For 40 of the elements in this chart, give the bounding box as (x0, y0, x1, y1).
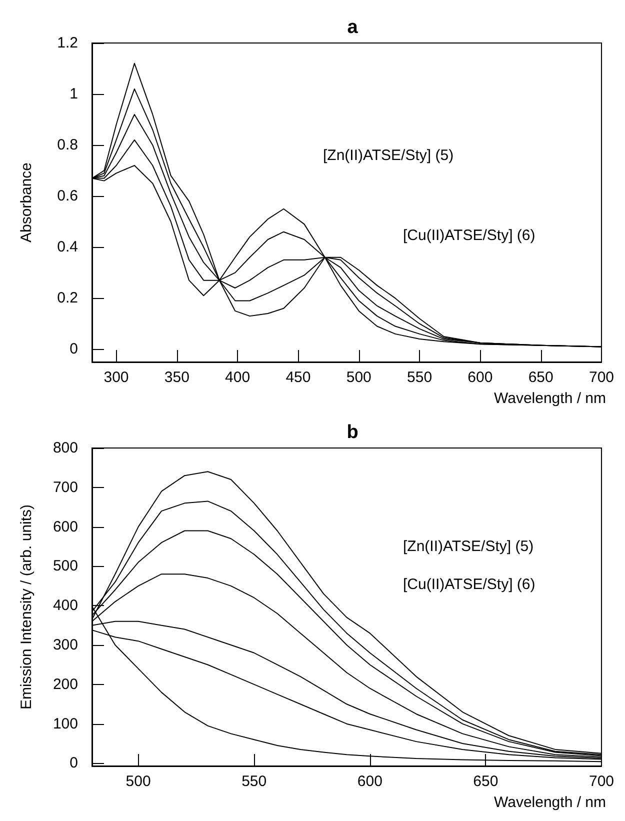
chart-title: b (346, 422, 358, 443)
annotation: [Cu(II)ATSE/Sty] (6) (403, 576, 536, 593)
x-tick-label: 500 (126, 773, 151, 790)
x-axis-title: Wavelength / nm (494, 794, 606, 811)
x-tick-label: 550 (407, 369, 432, 386)
y-tick-label: 400 (52, 597, 78, 614)
annotation: [Zn(II)ATSE/Sty] (5) (403, 538, 534, 555)
x-tick-label: 450 (286, 369, 311, 386)
y-tick-label: 700 (52, 478, 78, 496)
x-tick-label: 650 (473, 773, 498, 790)
y-tick-label: 0 (70, 340, 78, 358)
x-tick-label: 700 (588, 773, 614, 790)
y-tick-label: 500 (52, 558, 78, 575)
x-axis-title: Wavelength / nm (494, 390, 606, 407)
y-tick-label: 200 (52, 676, 78, 693)
y-tick-label: 0.2 (57, 290, 78, 307)
y-axis-title: Absorbance (18, 162, 35, 243)
y-tick-label: 0.8 (57, 136, 78, 154)
y-axis-title: Emission Intensity / (arb. units) (18, 504, 35, 710)
y-tick-label: 0.6 (57, 188, 78, 205)
x-tick-label: 550 (242, 773, 267, 790)
y-tick-label: 1.2 (57, 34, 78, 52)
y-tick-label: 100 (52, 715, 78, 732)
y-tick-label: 600 (52, 518, 78, 536)
y-tick-label: 0 (70, 754, 78, 772)
y-tick-label: 800 (52, 440, 78, 456)
x-tick-label: 350 (164, 369, 190, 386)
x-tick-label: 650 (528, 369, 554, 386)
x-tick-label: 300 (104, 369, 129, 386)
annotation: [Cu(II)ATSE/Sty] (6) (403, 227, 536, 244)
x-tick-label: 700 (588, 369, 614, 386)
chart-title: a (347, 17, 358, 38)
y-tick-label: 0.4 (57, 238, 78, 256)
x-tick-label: 500 (346, 369, 372, 386)
y-tick-label: 1 (70, 86, 78, 103)
x-tick-label: 600 (468, 369, 493, 386)
annotation: [Zn(II)ATSE/Sty] (5) (323, 147, 454, 164)
y-tick-label: 300 (52, 636, 78, 654)
x-tick-label: 400 (225, 369, 250, 386)
x-tick-label: 600 (357, 773, 382, 790)
